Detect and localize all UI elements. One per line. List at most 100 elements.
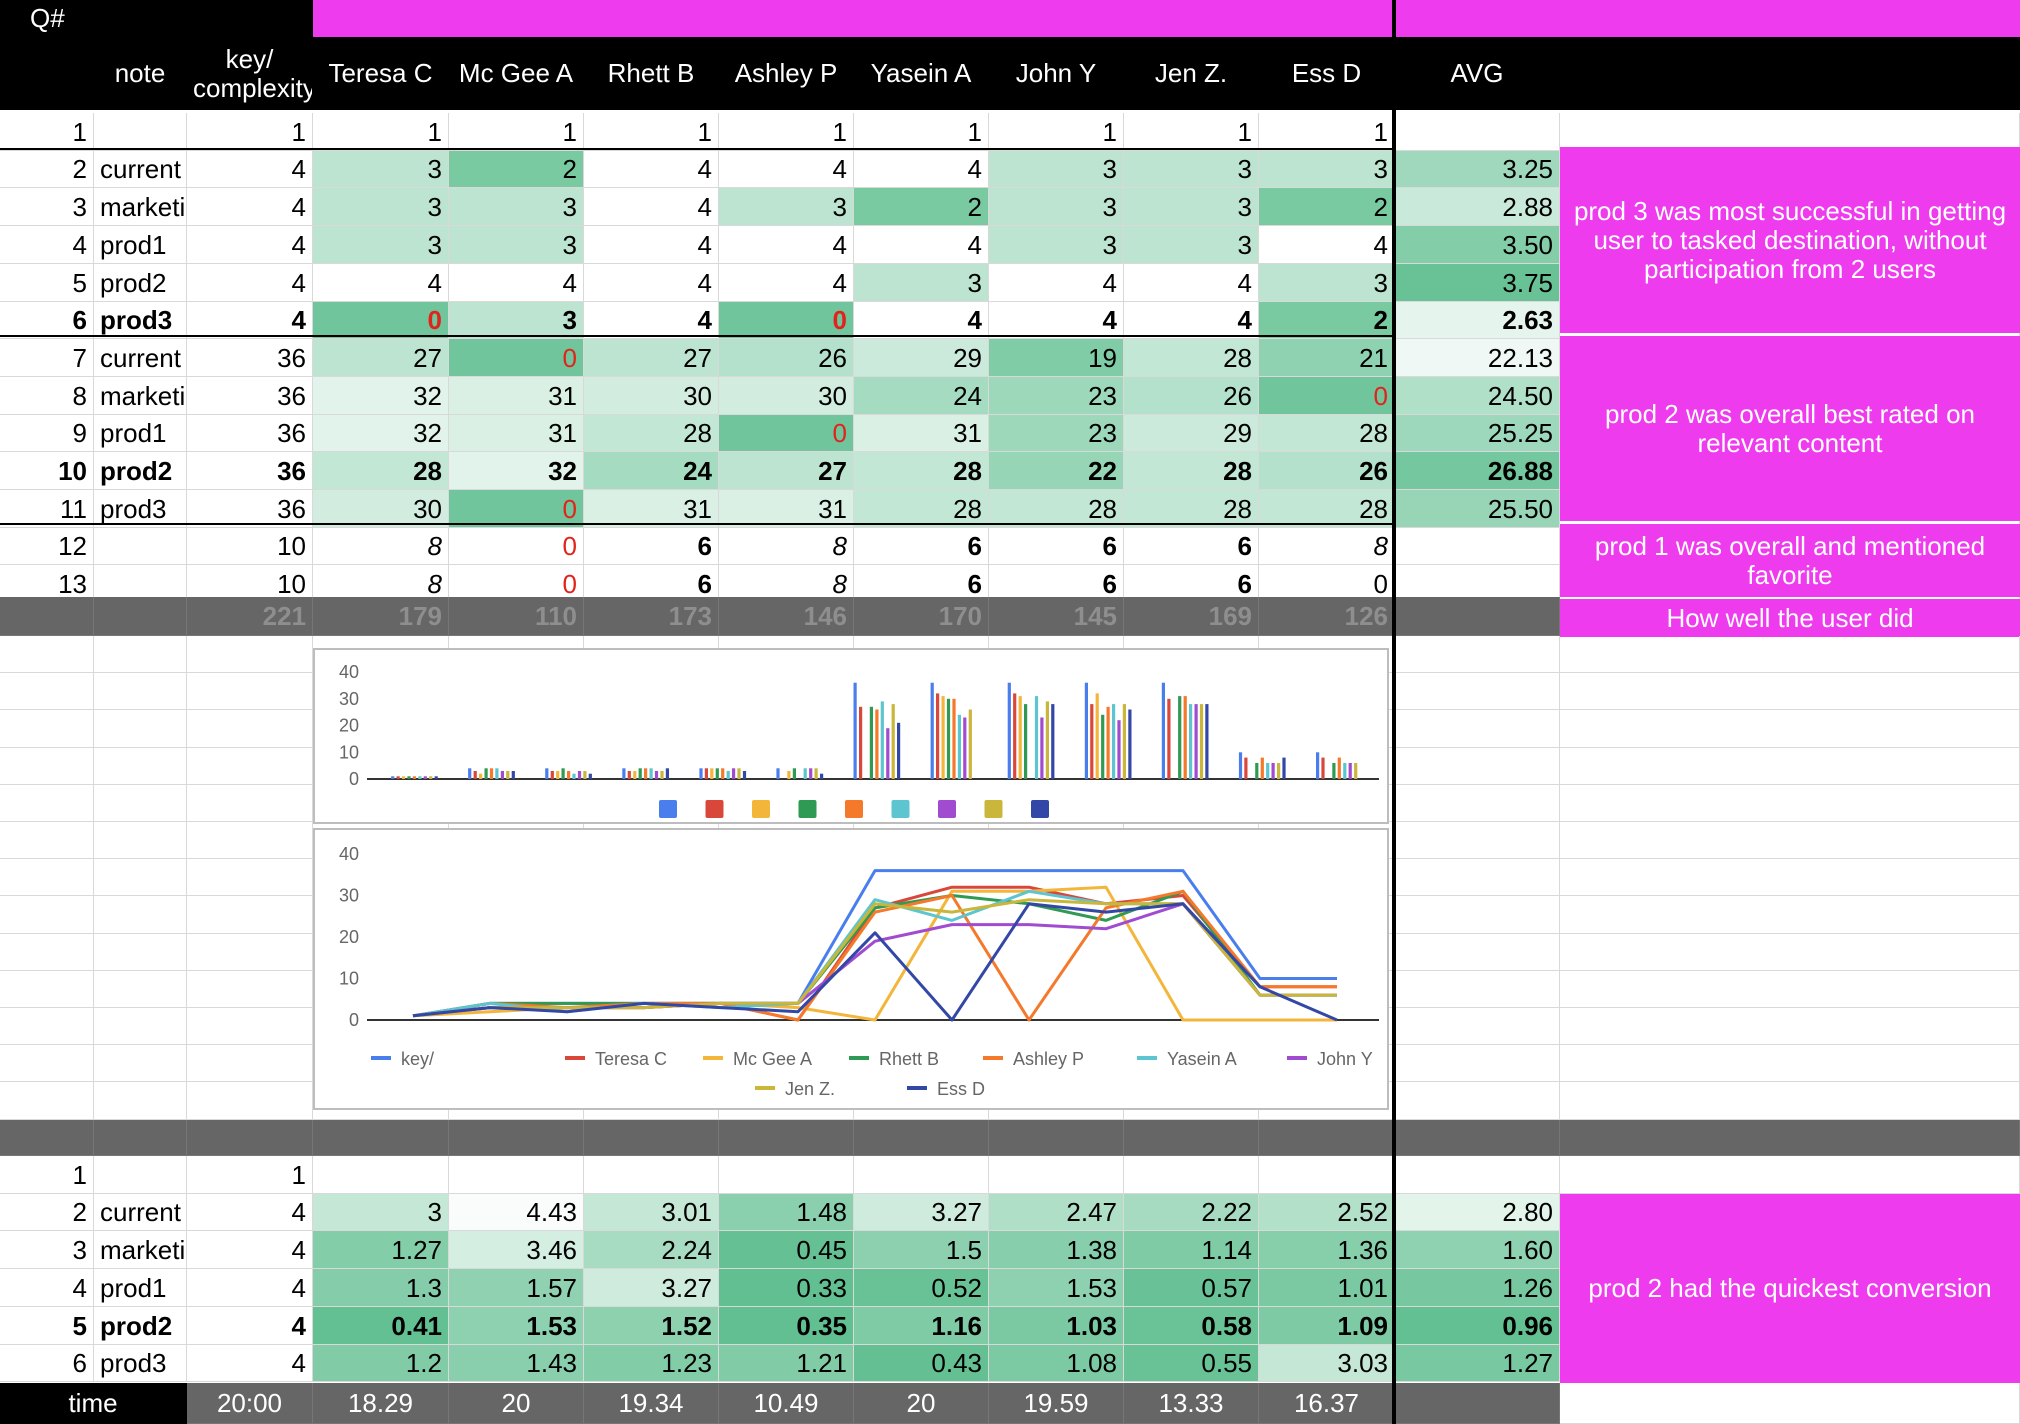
section2-note[interactable]: prod2 bbox=[94, 1307, 187, 1345]
section2-note[interactable]: current bbox=[94, 1194, 187, 1231]
section1-value[interactable]: 3 bbox=[989, 151, 1124, 188]
section1-value[interactable]: 29 bbox=[854, 339, 989, 377]
section1-value[interactable]: 0 bbox=[449, 528, 584, 565]
section2-value[interactable]: 1.5 bbox=[854, 1231, 989, 1269]
section2-value[interactable]: 1.3 bbox=[313, 1269, 449, 1307]
section1-note[interactable]: current bbox=[94, 339, 187, 377]
section1-value[interactable]: 0 bbox=[313, 302, 449, 339]
section1-avg[interactable]: 26.88 bbox=[1395, 452, 1560, 490]
section1-value[interactable]: 0 bbox=[449, 339, 584, 377]
section1-value[interactable]: 3 bbox=[449, 188, 584, 226]
section1-value[interactable]: 8 bbox=[719, 528, 854, 565]
section1-value[interactable]: 28 bbox=[989, 490, 1124, 528]
section2-value[interactable] bbox=[989, 1156, 1124, 1194]
section1-value[interactable]: 3 bbox=[989, 226, 1124, 264]
section1-value[interactable]: 29 bbox=[1124, 415, 1259, 452]
section1-key[interactable]: 4 bbox=[187, 188, 313, 226]
section1-key[interactable]: 36 bbox=[187, 415, 313, 452]
section1-note[interactable]: prod1 bbox=[94, 226, 187, 264]
section2-qnum[interactable]: 1 bbox=[0, 1156, 94, 1194]
section2-value[interactable]: 1.08 bbox=[989, 1345, 1124, 1382]
user-header-2[interactable]: Mc Gee A bbox=[449, 37, 584, 110]
section1-value[interactable]: 24 bbox=[584, 452, 719, 490]
section2-value[interactable]: 1.52 bbox=[584, 1307, 719, 1345]
section1-key[interactable]: 36 bbox=[187, 339, 313, 377]
section1-value[interactable]: 0 bbox=[719, 415, 854, 452]
section1-qnum[interactable]: 11 bbox=[0, 490, 94, 528]
section1-note[interactable] bbox=[94, 113, 187, 151]
section1-value[interactable]: 6 bbox=[989, 528, 1124, 565]
section1-avg[interactable]: 25.50 bbox=[1395, 490, 1560, 528]
section2-value[interactable] bbox=[1259, 1156, 1395, 1194]
section1-qnum[interactable]: 9 bbox=[0, 415, 94, 452]
section1-key[interactable]: 36 bbox=[187, 377, 313, 415]
section1-note[interactable]: marketi bbox=[94, 188, 187, 226]
section1-value[interactable]: 26 bbox=[1259, 452, 1395, 490]
section1-key[interactable]: 4 bbox=[187, 151, 313, 188]
section1-value[interactable]: 19 bbox=[989, 339, 1124, 377]
section1-qnum[interactable]: 10 bbox=[0, 452, 94, 490]
user-header-6[interactable]: John Y bbox=[989, 37, 1124, 110]
section1-avg[interactable]: 24.50 bbox=[1395, 377, 1560, 415]
section1-value[interactable]: 4 bbox=[854, 151, 989, 188]
section1-value[interactable]: 1 bbox=[449, 113, 584, 151]
section1-qnum[interactable]: 3 bbox=[0, 188, 94, 226]
section1-value[interactable]: 1 bbox=[313, 113, 449, 151]
section1-value[interactable]: 4 bbox=[449, 264, 584, 302]
section2-key[interactable]: 4 bbox=[187, 1231, 313, 1269]
section2-value[interactable]: 2.47 bbox=[989, 1194, 1124, 1231]
section1-value[interactable]: 4 bbox=[989, 264, 1124, 302]
section1-value[interactable]: 3 bbox=[449, 302, 584, 339]
section1-value[interactable]: 4 bbox=[584, 226, 719, 264]
section2-qnum[interactable]: 3 bbox=[0, 1231, 94, 1269]
section1-value[interactable]: 28 bbox=[313, 452, 449, 490]
section1-value[interactable]: 3 bbox=[313, 151, 449, 188]
section1-note[interactable]: current bbox=[94, 151, 187, 188]
section2-avg[interactable]: 1.26 bbox=[1395, 1269, 1560, 1307]
section1-qnum[interactable]: 6 bbox=[0, 302, 94, 339]
section2-qnum[interactable]: 4 bbox=[0, 1269, 94, 1307]
section1-value[interactable]: 28 bbox=[854, 452, 989, 490]
section1-avg[interactable]: 2.88 bbox=[1395, 188, 1560, 226]
section2-qnum[interactable]: 5 bbox=[0, 1307, 94, 1345]
user-header-1[interactable]: Teresa C bbox=[313, 37, 449, 110]
section1-value[interactable]: 28 bbox=[1124, 339, 1259, 377]
section1-value[interactable]: 22 bbox=[989, 452, 1124, 490]
section1-qnum[interactable]: 7 bbox=[0, 339, 94, 377]
section1-value[interactable]: 2 bbox=[1259, 302, 1395, 339]
section1-value[interactable]: 26 bbox=[1124, 377, 1259, 415]
section1-key[interactable]: 36 bbox=[187, 490, 313, 528]
section1-value[interactable]: 4 bbox=[989, 302, 1124, 339]
section2-value[interactable] bbox=[313, 1156, 449, 1194]
section1-value[interactable]: 4 bbox=[313, 264, 449, 302]
section1-key[interactable]: 4 bbox=[187, 264, 313, 302]
section1-value[interactable]: 27 bbox=[584, 339, 719, 377]
section1-value[interactable]: 6 bbox=[854, 528, 989, 565]
section1-avg[interactable]: 25.25 bbox=[1395, 415, 1560, 452]
section1-value[interactable]: 0 bbox=[719, 302, 854, 339]
section2-value[interactable]: 2.52 bbox=[1259, 1194, 1395, 1231]
section1-value[interactable]: 30 bbox=[313, 490, 449, 528]
section1-value[interactable]: 1 bbox=[989, 113, 1124, 151]
section2-value[interactable]: 1.09 bbox=[1259, 1307, 1395, 1345]
section2-value[interactable]: 2.24 bbox=[584, 1231, 719, 1269]
section1-qnum[interactable]: 5 bbox=[0, 264, 94, 302]
section2-qnum[interactable]: 2 bbox=[0, 1194, 94, 1231]
section2-note[interactable]: marketi bbox=[94, 1231, 187, 1269]
section2-value[interactable]: 4.43 bbox=[449, 1194, 584, 1231]
section1-value[interactable]: 31 bbox=[584, 490, 719, 528]
section1-avg[interactable]: 2.63 bbox=[1395, 302, 1560, 339]
section1-value[interactable]: 8 bbox=[1259, 528, 1395, 565]
section2-value[interactable]: 1.53 bbox=[449, 1307, 584, 1345]
section1-avg[interactable]: 22.13 bbox=[1395, 339, 1560, 377]
section1-value[interactable]: 4 bbox=[584, 302, 719, 339]
section1-value[interactable]: 1 bbox=[1259, 113, 1395, 151]
section2-value[interactable]: 3.27 bbox=[584, 1269, 719, 1307]
section1-value[interactable]: 4 bbox=[719, 264, 854, 302]
section1-value[interactable]: 26 bbox=[719, 339, 854, 377]
section1-note[interactable]: prod2 bbox=[94, 452, 187, 490]
section2-avg[interactable]: 0.96 bbox=[1395, 1307, 1560, 1345]
section1-value[interactable]: 3 bbox=[989, 188, 1124, 226]
section2-key[interactable]: 4 bbox=[187, 1307, 313, 1345]
section1-value[interactable]: 3 bbox=[1259, 264, 1395, 302]
